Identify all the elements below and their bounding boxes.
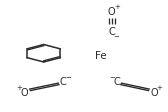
Text: +: + [114,4,120,10]
Text: O: O [108,7,116,17]
Text: +: + [156,85,162,91]
Text: +: + [17,85,23,91]
Text: −: − [109,74,115,80]
Text: −: − [65,74,71,80]
Text: −: − [114,33,119,39]
Text: C: C [108,26,115,36]
Text: O: O [151,87,158,97]
Text: O: O [20,87,28,97]
Text: C: C [113,77,120,87]
Text: C: C [60,77,66,87]
Text: Fe: Fe [95,51,107,61]
